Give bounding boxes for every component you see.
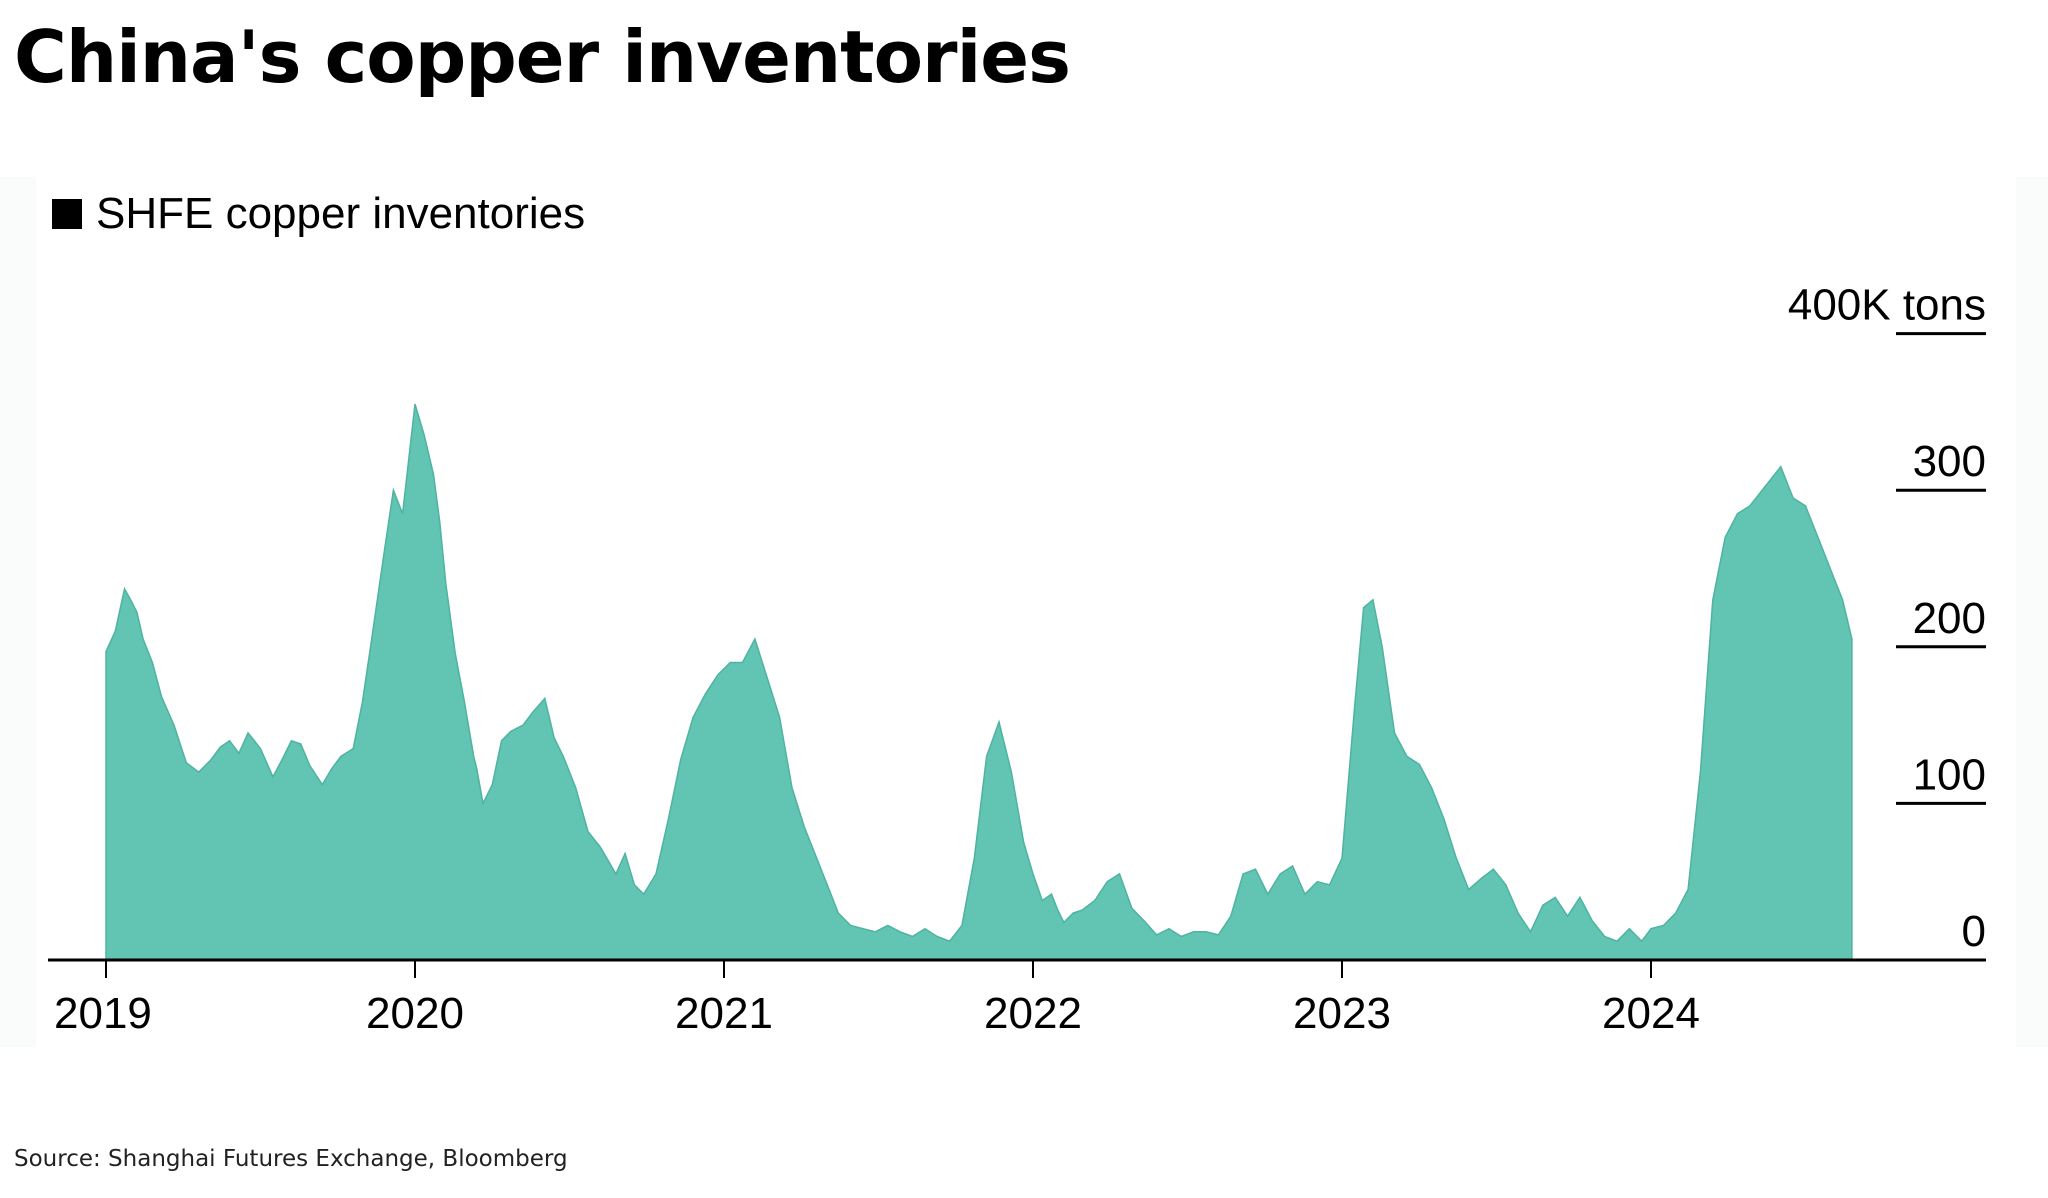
x-tick-label: 2022 (984, 989, 1082, 1038)
x-tick-label: 2021 (675, 989, 773, 1038)
y-tick-label: 100 (1913, 750, 1986, 799)
chart-title: China's copper inventories (14, 15, 1071, 99)
source-note: Source: Shanghai Futures Exchange, Bloom… (14, 1146, 568, 1172)
legend-label: SHFE copper inventories (96, 189, 586, 238)
series-area-shfe-copper-inventories (105, 403, 1853, 961)
legend-swatch (52, 199, 82, 229)
y-tick-label: 200 (1913, 594, 1986, 643)
x-axis: 2019 2020 2021 2022 2023 2024 (48, 958, 1986, 1038)
x-tick-label: 2019 (54, 989, 152, 1038)
x-tick-label: 2024 (1602, 989, 1700, 1038)
y-tick-label: 0 (1962, 907, 1986, 956)
chart-legend: SHFE copper inventories (52, 192, 585, 236)
y-tick-label: 300 (1913, 437, 1986, 486)
x-tick-label: 2023 (1293, 989, 1391, 1038)
area-layer (105, 403, 1853, 961)
y-tick-label: 400K tons (1788, 281, 1986, 330)
y-axis: 0 100 200 300 400K tons (1788, 281, 1986, 956)
x-tick-label: 2020 (366, 989, 464, 1038)
